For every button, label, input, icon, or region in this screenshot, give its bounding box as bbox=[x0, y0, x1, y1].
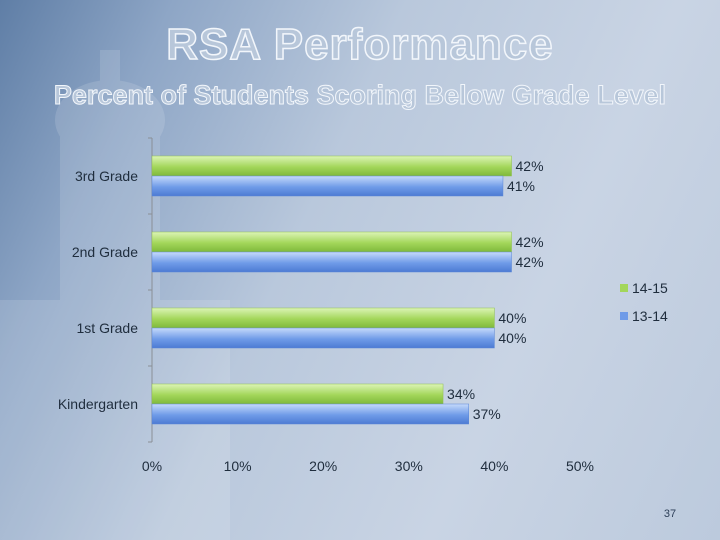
data-label: 37% bbox=[473, 406, 501, 422]
bar bbox=[151, 251, 512, 273]
bar bbox=[151, 383, 444, 405]
bar bbox=[151, 231, 512, 253]
data-label: 42% bbox=[516, 254, 544, 270]
bar bbox=[151, 403, 469, 425]
category-label: 2nd Grade bbox=[72, 244, 138, 260]
legend-label: 14-15 bbox=[632, 280, 668, 296]
x-tick-label: 40% bbox=[480, 458, 508, 474]
x-tick-label: 20% bbox=[309, 458, 337, 474]
bar bbox=[151, 307, 495, 329]
data-label: 40% bbox=[498, 330, 526, 346]
bar bbox=[151, 327, 495, 349]
slide-subtitle: Percent of Students Scoring Below Grade … bbox=[53, 80, 667, 111]
page-number: 37 bbox=[663, 508, 677, 520]
data-label: 34% bbox=[447, 386, 475, 402]
legend-label: 13-14 bbox=[632, 308, 668, 324]
data-label: 42% bbox=[516, 234, 544, 250]
x-tick-label: 30% bbox=[395, 458, 423, 474]
bar bbox=[151, 155, 512, 177]
data-label: 41% bbox=[507, 178, 535, 194]
category-label: 1st Grade bbox=[77, 320, 139, 336]
data-label: 40% bbox=[498, 310, 526, 326]
legend-swatch bbox=[620, 284, 628, 292]
bar bbox=[151, 175, 504, 197]
legend-swatch bbox=[620, 312, 628, 320]
x-tick-label: 10% bbox=[224, 458, 252, 474]
slide-title: RSA Performance bbox=[166, 19, 554, 70]
x-tick-label: 50% bbox=[566, 458, 594, 474]
category-label: 3rd Grade bbox=[75, 168, 138, 184]
data-label: 42% bbox=[516, 158, 544, 174]
x-tick-label: 0% bbox=[142, 458, 162, 474]
category-label: Kindergarten bbox=[58, 396, 138, 412]
